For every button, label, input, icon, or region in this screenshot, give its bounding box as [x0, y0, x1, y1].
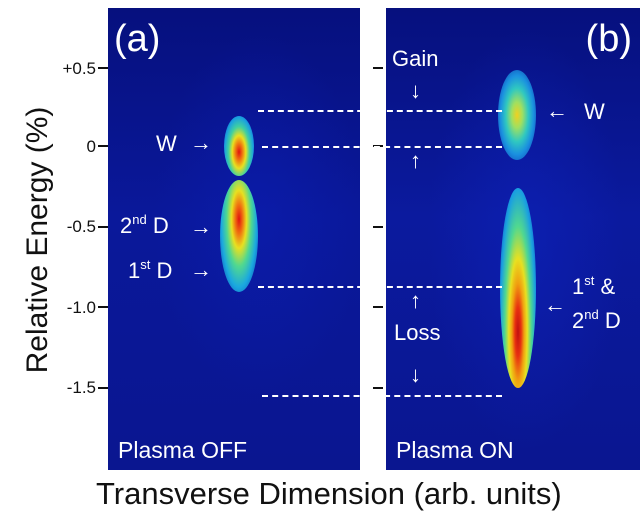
arrow-right-icon: → — [190, 257, 212, 282]
y-tick-label: +0.5 — [62, 59, 96, 78]
y-tick — [98, 387, 108, 389]
label-w: W — [156, 131, 177, 156]
label-second-d: 2nd D — [572, 307, 621, 333]
dashed-line-w-off — [262, 146, 502, 148]
panel-plasma-on: (b) ← W ← 1st & 2nd D Plasma ON — [386, 8, 640, 470]
y-tick-label: -1.5 — [66, 378, 96, 397]
arrow-up-icon: ↑ — [410, 148, 421, 173]
arrow-right-icon: → — [190, 130, 212, 155]
gain-label: Gain — [392, 46, 439, 71]
plasma-status: Plasma ON — [396, 437, 514, 463]
panel-letter-a: (a) — [114, 18, 161, 60]
arrow-up-icon: ↑ — [410, 288, 421, 313]
panel-plasma-off: (a) W → 2nd D → 1st D → Plasma OFF — [108, 8, 360, 470]
y-tick-label: 0 — [86, 137, 96, 156]
beam-spot-drive — [220, 180, 258, 292]
y-tick — [98, 67, 108, 69]
label-first-and: 1st & — [572, 273, 616, 299]
y-tick-label: -1.0 — [66, 298, 96, 317]
arrow-right-icon: → — [190, 214, 212, 239]
beam-spot-drive — [500, 188, 536, 388]
loss-label: Loss — [394, 320, 441, 345]
panel-letter-b: (b) — [585, 18, 632, 60]
arrow-down-icon: ↓ — [410, 78, 421, 103]
y-tick-label: -0.5 — [66, 217, 96, 236]
mid-tick — [373, 226, 383, 228]
beam-spot-w — [224, 116, 254, 176]
dashed-line-w-on — [258, 110, 502, 112]
label-first-d: 1st D — [128, 257, 173, 283]
plasma-status: Plasma OFF — [118, 437, 248, 463]
beam-spot-w — [498, 70, 536, 160]
y-tick — [98, 226, 108, 228]
x-axis-title: Transverse Dimension (arb. units) — [96, 476, 562, 511]
dashed-line-drive-off — [258, 286, 502, 288]
y-axis-title: Relative Energy (%) — [21, 106, 54, 374]
y-tick — [98, 145, 108, 147]
dashed-line-drive-on — [262, 395, 502, 397]
mid-tick — [373, 387, 383, 389]
mid-tick — [373, 67, 383, 69]
arrow-left-icon: ← — [544, 292, 566, 317]
arrow-left-icon: ← — [546, 98, 568, 123]
mid-tick — [373, 306, 383, 308]
y-tick — [98, 306, 108, 308]
label-w: W — [584, 99, 605, 124]
label-second-d: 2nd D — [120, 212, 169, 238]
arrow-down-icon: ↓ — [410, 362, 421, 387]
